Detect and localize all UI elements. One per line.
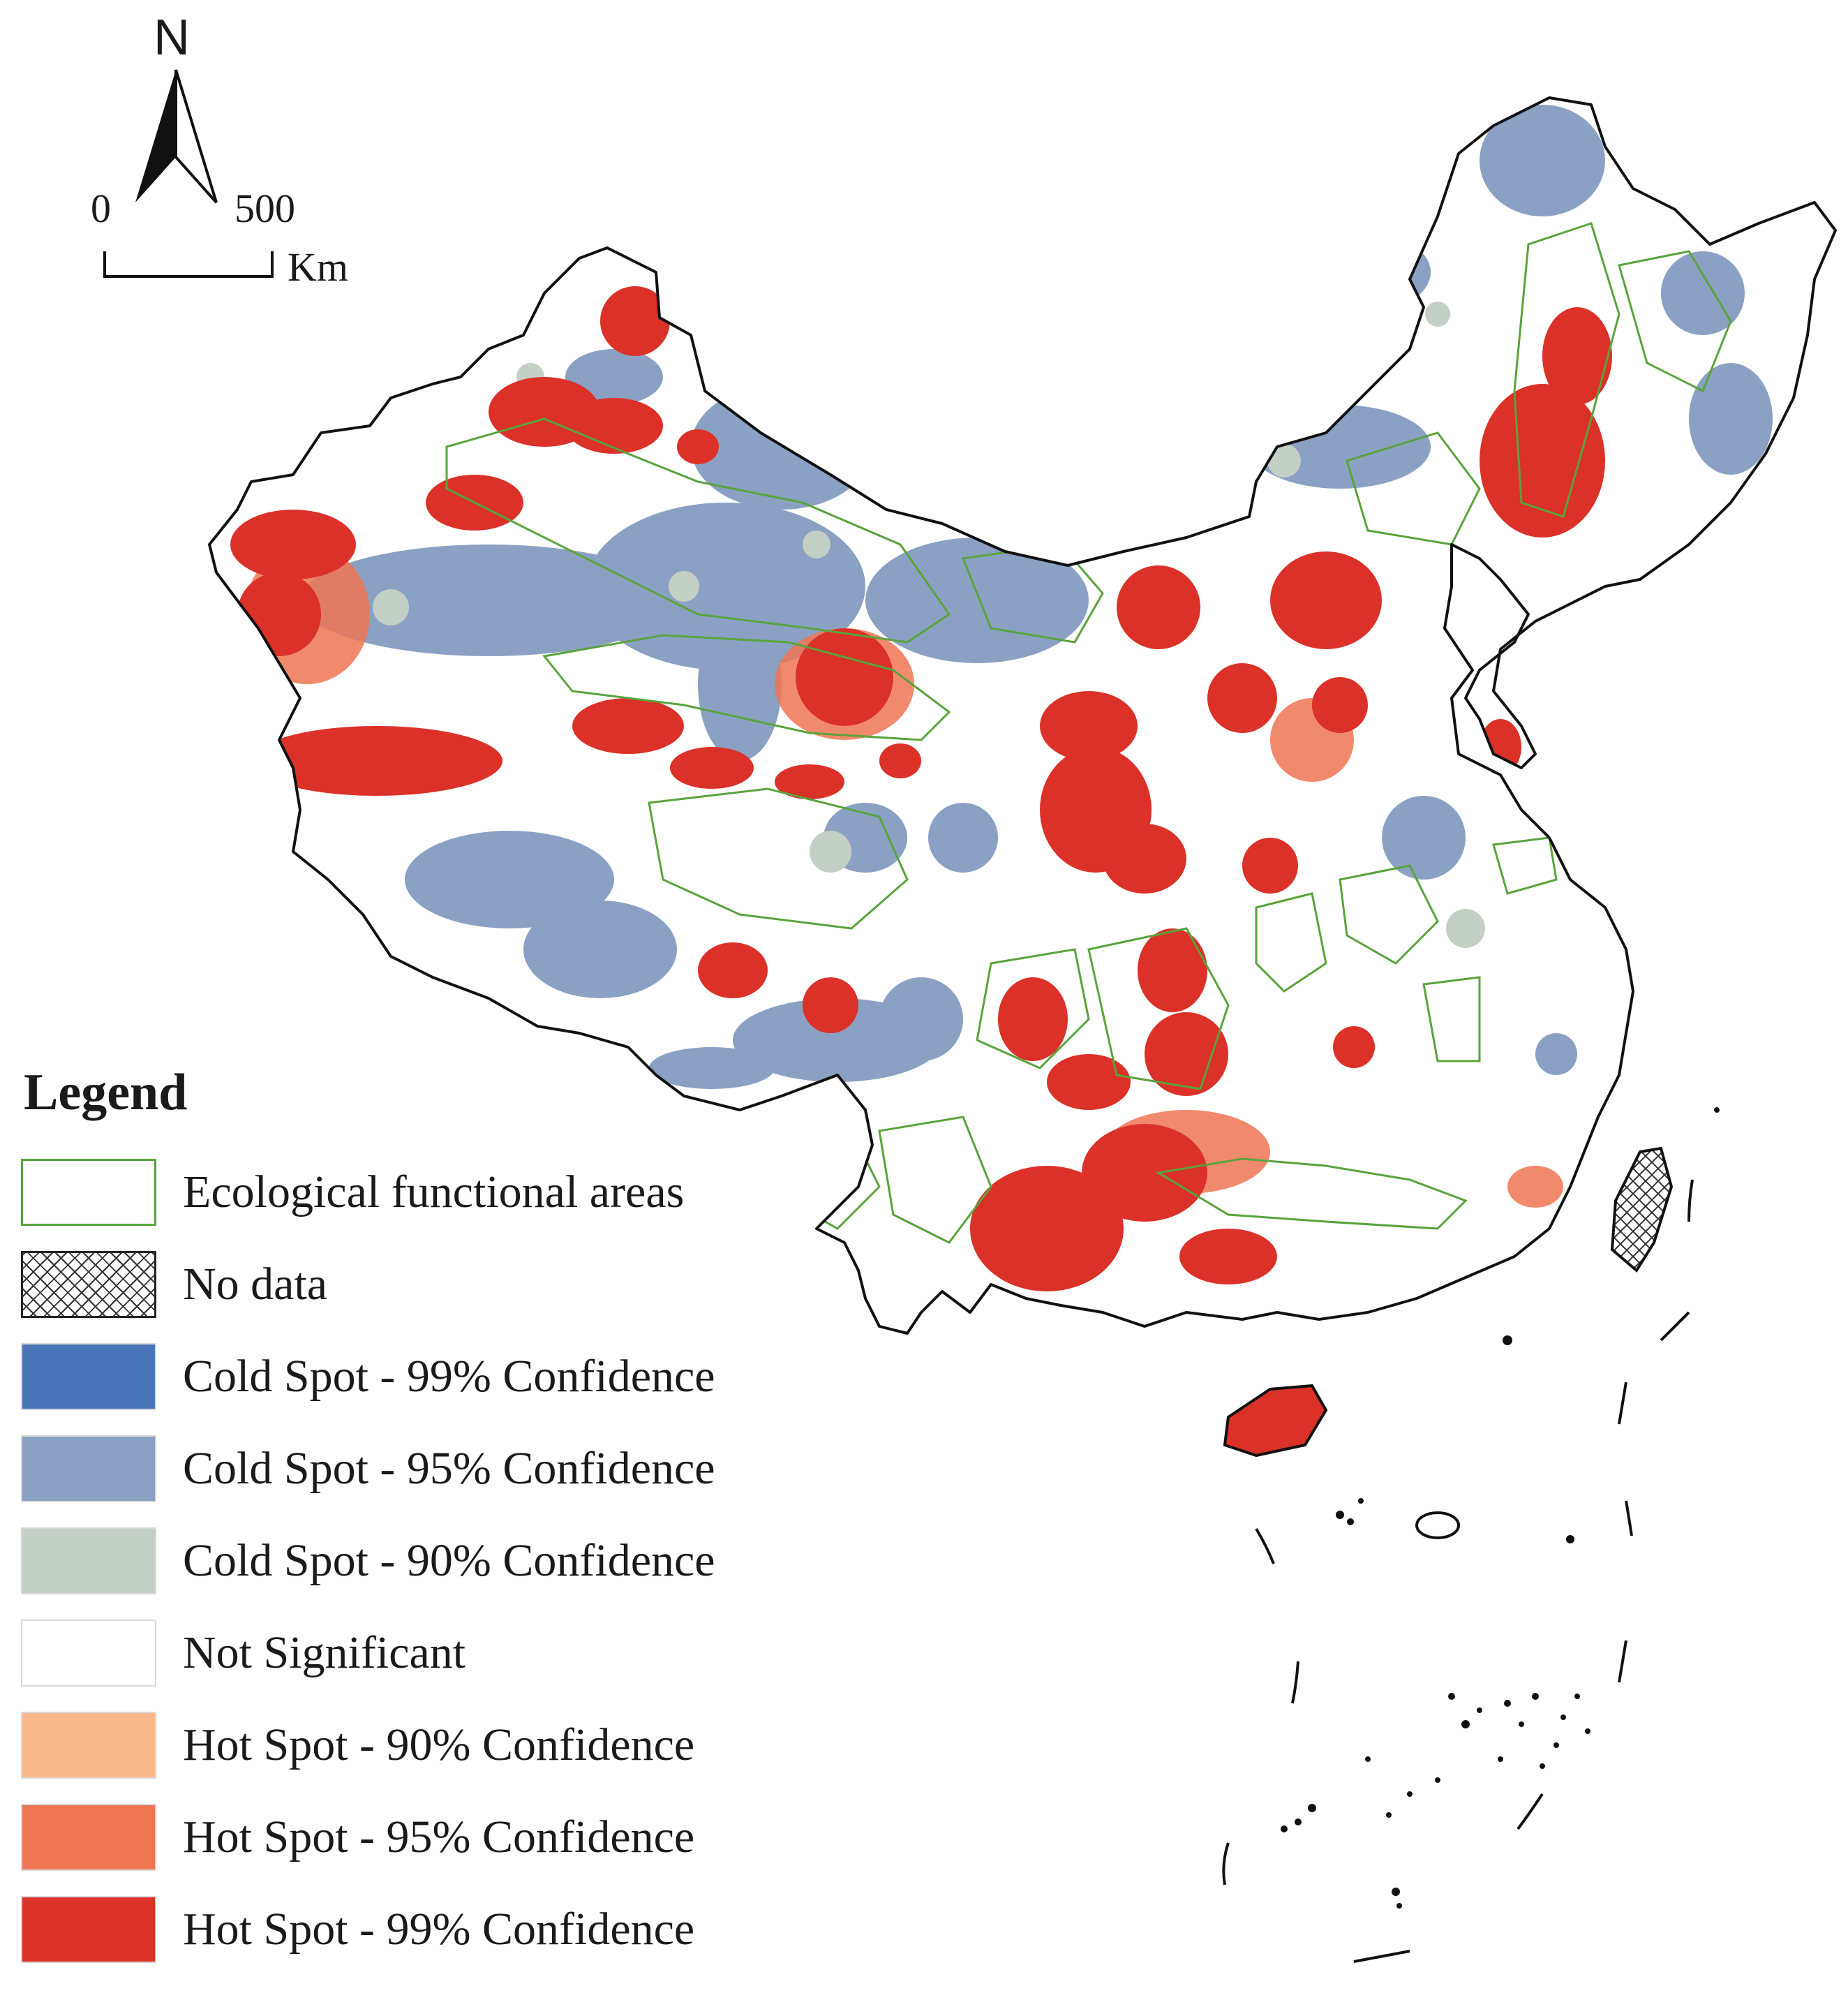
legend-label: Hot Spot - 99% Confidence — [183, 1904, 695, 1955]
legend-label: No data — [183, 1259, 328, 1310]
legend-label: Cold Spot - 95% Confidence — [183, 1443, 715, 1494]
legend-label: Ecological functional areas — [183, 1166, 685, 1217]
scale-end-label: 500 — [234, 186, 295, 231]
south-china-sea-inset — [1222, 1179, 1694, 1963]
legend-title: Legend — [24, 1064, 188, 1121]
scale-bar — [103, 251, 274, 278]
legend-item: Not Significant — [20, 1620, 857, 1712]
legend-label: Cold Spot - 99% Confidence — [183, 1351, 715, 1402]
legend-item: Hot Spot - 95% Confidence — [20, 1804, 857, 1896]
north-arrow-icon — [135, 69, 218, 204]
legend: Legend Ecological functional areas No dat… — [20, 1061, 857, 1988]
legend-swatch — [21, 1527, 156, 1594]
legend-swatch — [21, 1896, 156, 1963]
legend-label: Hot Spot - 90% Confidence — [183, 1719, 695, 1770]
scattered-islands — [1281, 1107, 1720, 1909]
hot-spot-99-areas — [230, 286, 1612, 1333]
legend-swatch — [21, 1251, 156, 1318]
legend-item: Hot Spot - 90% Confidence — [20, 1712, 857, 1804]
north-label: N — [154, 10, 190, 66]
legend-swatch — [21, 1159, 156, 1226]
taiwan-no-data — [1610, 1146, 1674, 1273]
ecological-functional-areas — [445, 222, 1732, 1244]
legend-label: Cold Spot - 90% Confidence — [183, 1535, 715, 1586]
hainan-island — [1223, 1384, 1328, 1458]
legend-item: Cold Spot - 99% Confidence — [20, 1343, 857, 1435]
scale-start-label: 0 — [91, 186, 111, 231]
legend-swatch — [21, 1620, 156, 1687]
legend-swatch — [21, 1804, 156, 1871]
scale-unit-label: Km — [288, 244, 348, 290]
china-boundary — [208, 96, 1837, 1335]
legend-item: Hot Spot - 99% Confidence — [20, 1896, 857, 1988]
legend-item: Cold Spot - 90% Confidence — [20, 1527, 857, 1620]
legend-label: Hot Spot - 95% Confidence — [183, 1812, 695, 1862]
legend-item: Ecological functional areas — [20, 1159, 857, 1251]
legend-label: Not Significant — [183, 1627, 466, 1678]
legend-item: Cold Spot - 95% Confidence — [20, 1435, 857, 1527]
legend-swatch — [21, 1343, 156, 1410]
legend-item: No data — [20, 1251, 857, 1343]
legend-swatch — [21, 1712, 156, 1779]
legend-swatch — [21, 1435, 156, 1502]
